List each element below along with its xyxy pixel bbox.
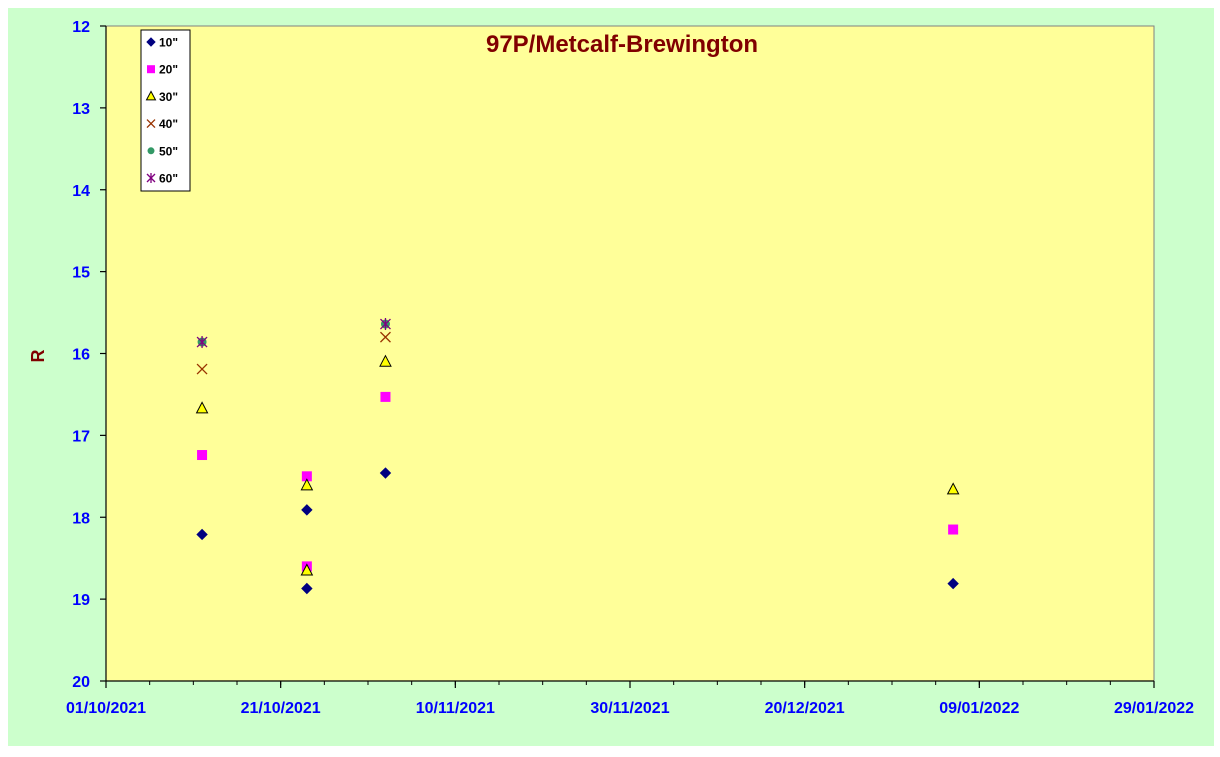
- data-point-triangle: [379, 354, 392, 367]
- x-tick-label: 30/11/2021: [590, 700, 669, 717]
- plot-area: [105, 25, 1155, 682]
- data-point-triangle: [300, 478, 314, 491]
- data-markers: [195, 318, 960, 595]
- x-axis-ticks: 01/10/2021 21/10/2021 10/11/2021 30/11/2021…: [66, 681, 1194, 717]
- legend-marker-diamond: [146, 37, 156, 47]
- legend-marker-square: [147, 65, 155, 74]
- legend-marker-triangle: [145, 90, 157, 101]
- x-tick-label: 10/11/2021: [416, 700, 495, 717]
- y-tick-label: 17: [72, 428, 90, 445]
- data-point-x: [380, 331, 391, 343]
- data-point-triangle: [946, 482, 960, 495]
- legend-label: 40": [159, 117, 178, 131]
- data-point-square: [380, 391, 391, 402]
- chart-title: 97P/Metcalf-Brewington: [486, 31, 758, 58]
- legend-label: 30": [159, 90, 178, 104]
- legend-label: 10": [159, 36, 178, 50]
- x-tick-label: 09/01/2022: [939, 700, 1019, 717]
- y-tick-label: 16: [72, 347, 90, 364]
- legend-marker-x: [146, 119, 156, 129]
- legend: 10" 20" 30" 40" 50" 60": [140, 29, 191, 192]
- legend-marker-star: [146, 173, 156, 183]
- legend-label: 20": [159, 63, 178, 77]
- y-axis-ticks: 12 13 14 15 16 17 18 19 20: [72, 19, 106, 691]
- y-tick-label: 15: [72, 265, 90, 282]
- x-tick-label: 20/12/2021: [765, 700, 845, 717]
- data-point-triangle: [300, 563, 314, 576]
- y-tick-label: 19: [72, 592, 90, 609]
- y-tick-label: 13: [72, 101, 90, 118]
- x-tick-label: 29/01/2022: [1114, 700, 1194, 717]
- y-tick-label: 20: [72, 674, 90, 691]
- y-axis-label: R: [28, 350, 48, 363]
- legend-marker-circle: [147, 147, 155, 155]
- data-point-diamond: [947, 577, 959, 590]
- data-point-x: [196, 363, 208, 375]
- data-point-diamond: [301, 582, 313, 595]
- data-point-diamond: [301, 504, 313, 516]
- y-tick-label: 18: [72, 510, 90, 527]
- x-tick-label: 01/10/2021: [66, 700, 146, 717]
- data-point-diamond: [379, 467, 392, 479]
- data-point-diamond: [196, 528, 208, 541]
- data-point-square: [948, 524, 959, 535]
- legend-label: 50": [159, 144, 178, 158]
- data-point-triangle: [195, 401, 209, 414]
- data-point-star: [196, 336, 208, 349]
- data-point-square: [197, 450, 208, 461]
- data-point-star: [380, 318, 391, 331]
- legend-label: 60": [159, 172, 178, 186]
- x-tick-label: 21/10/2021: [241, 700, 321, 717]
- y-tick-label: 14: [72, 183, 90, 200]
- legend-box: [140, 29, 191, 192]
- y-tick-label: 12: [72, 19, 90, 36]
